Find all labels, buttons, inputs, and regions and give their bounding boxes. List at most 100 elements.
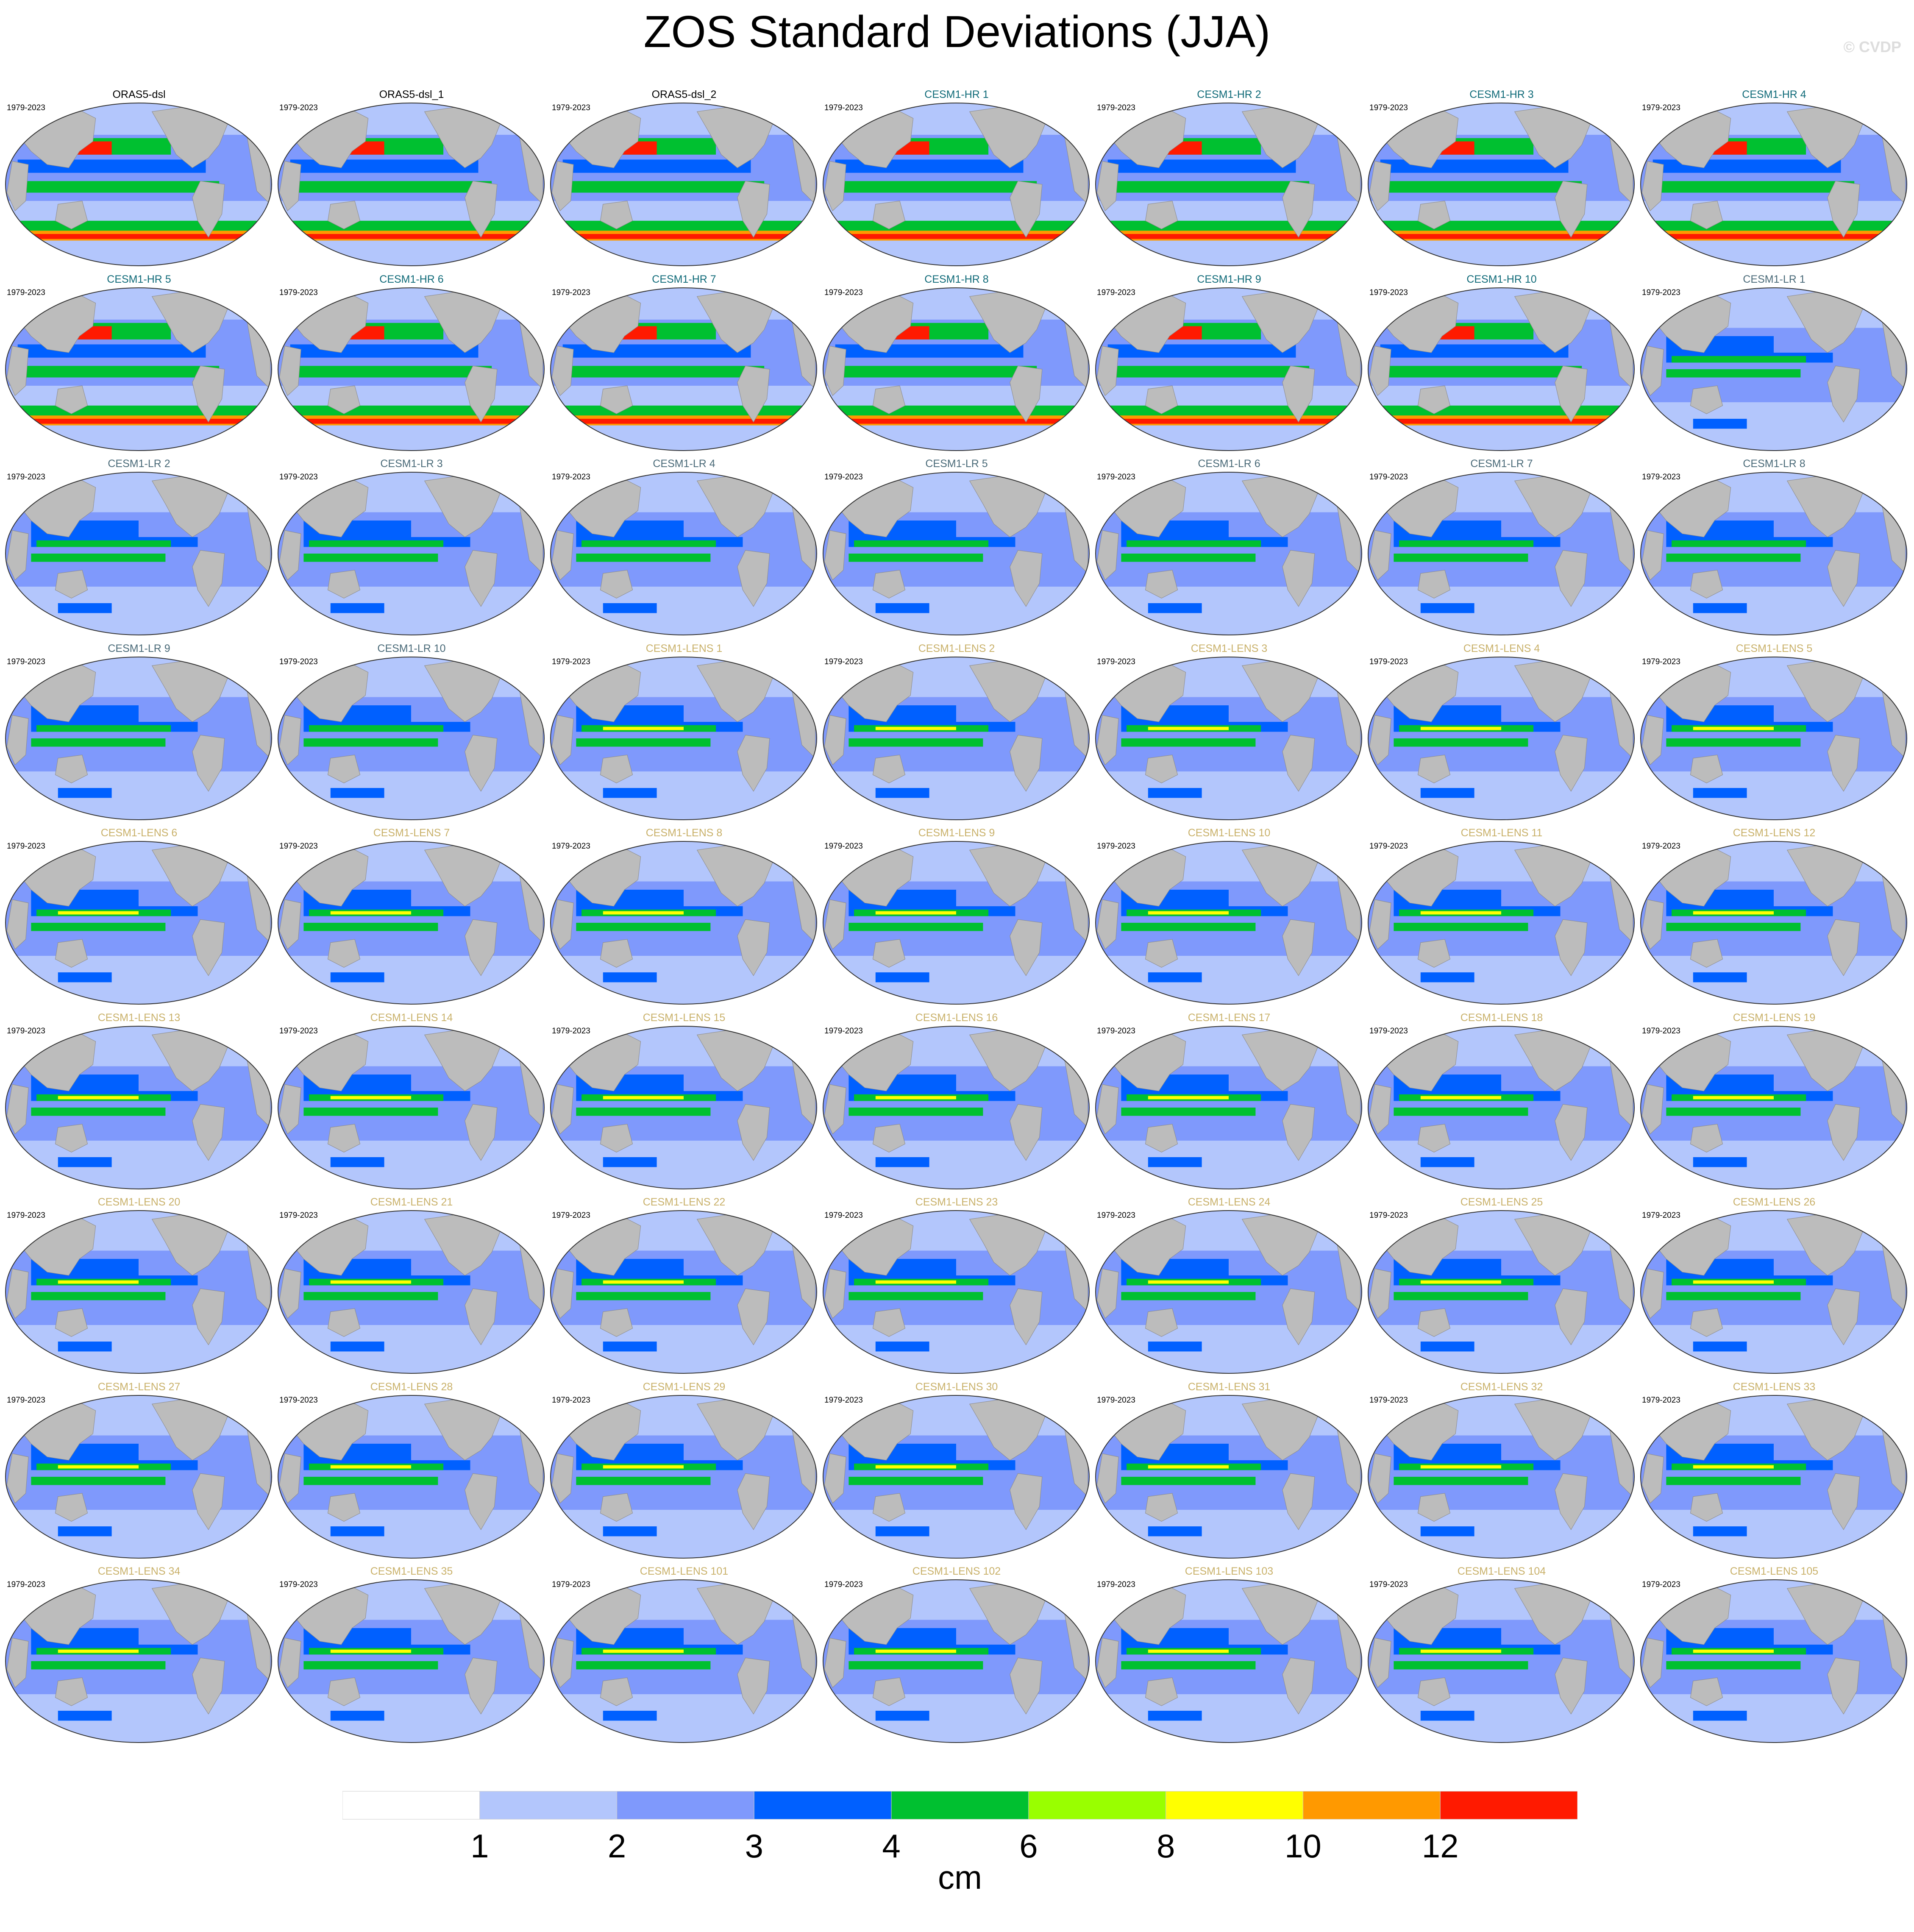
landmass xyxy=(55,939,88,968)
landmass xyxy=(600,1123,633,1153)
panel-period: 1979-2023 xyxy=(7,103,45,112)
map-panel: CESM1-LENS 16 1979-2023 xyxy=(821,1011,1092,1194)
panel-title: CESM1-LENS 25 xyxy=(1460,1196,1543,1208)
panel-title: CESM1-LENS 101 xyxy=(640,1565,729,1577)
landmass xyxy=(1369,1453,1391,1503)
landmass xyxy=(6,1637,29,1688)
ocean-field xyxy=(823,657,1089,820)
panel-title: CESM1-LENS 28 xyxy=(370,1381,453,1393)
ocean-field xyxy=(551,841,817,1004)
map-border xyxy=(823,841,1090,1005)
landmass xyxy=(192,919,225,976)
ocean-field xyxy=(278,1211,544,1373)
landmass xyxy=(551,899,574,950)
landmass xyxy=(1096,530,1119,581)
panel-title: CESM1-LENS 103 xyxy=(1185,1565,1274,1577)
map-panel: CESM1-LENS 24 1979-2023 xyxy=(1093,1196,1365,1378)
map-panel: CESM1-LENS 27 1979-2023 xyxy=(3,1381,275,1563)
landmass xyxy=(872,385,906,414)
landmass xyxy=(1010,1473,1043,1530)
map-border xyxy=(1368,656,1635,820)
world-map xyxy=(1095,1395,1362,1559)
landmass xyxy=(55,385,88,414)
map-border xyxy=(550,841,817,1005)
world-map xyxy=(1095,1025,1362,1189)
panel-title: CESM1-LENS 3 xyxy=(1191,642,1268,654)
panel-period: 1979-2023 xyxy=(1642,1026,1680,1036)
ocean-field xyxy=(278,103,544,266)
panel-period: 1979-2023 xyxy=(1642,657,1680,666)
landmass xyxy=(1555,919,1588,976)
page-title: ZOS Standard Deviations (JJA) xyxy=(643,7,1271,57)
ocean-field xyxy=(278,841,544,1004)
map-panel: CESM1-LENS 4 1979-2023 xyxy=(1366,642,1637,824)
map-border xyxy=(1095,103,1362,266)
landmass xyxy=(1369,161,1391,212)
landmass xyxy=(1641,899,1664,950)
landmass xyxy=(55,200,88,229)
colorbar-tick-label: 10 xyxy=(1285,1827,1321,1865)
panel-period: 1979-2023 xyxy=(824,1395,863,1405)
map-border xyxy=(1368,1025,1635,1189)
world-map xyxy=(823,287,1090,451)
landmass xyxy=(1010,919,1043,976)
colorbar-tick-label: 12 xyxy=(1422,1827,1459,1865)
landmass xyxy=(824,899,846,950)
landmass xyxy=(327,754,361,783)
panel-title: CESM1-LENS 17 xyxy=(1188,1011,1271,1024)
landmass xyxy=(824,530,846,581)
landmass xyxy=(737,919,770,976)
map-panel: CESM1-LENS 30 1979-2023 xyxy=(821,1381,1092,1563)
map-panel: CESM1-LENS 25 1979-2023 xyxy=(1366,1196,1637,1378)
panel-period: 1979-2023 xyxy=(279,1211,318,1220)
panel-title: CESM1-LENS 26 xyxy=(1733,1196,1816,1208)
map-border xyxy=(823,472,1090,635)
map-border xyxy=(278,1579,545,1743)
colorbar-swatch xyxy=(342,1791,480,1820)
landmass xyxy=(1010,1104,1043,1161)
landmass xyxy=(1282,550,1315,607)
panel-period: 1979-2023 xyxy=(824,103,863,112)
panel-period: 1979-2023 xyxy=(824,1580,863,1589)
landmass xyxy=(872,1123,906,1153)
map-panel: CESM1-HR 7 1979-2023 xyxy=(548,273,820,455)
ocean-field xyxy=(1096,472,1362,635)
panel-period: 1979-2023 xyxy=(1642,1395,1680,1405)
landmass xyxy=(1010,735,1043,792)
map-panel: CESM1-LENS 7 1979-2023 xyxy=(276,827,547,1009)
cvdp-watermark: © CVDP xyxy=(1843,38,1901,56)
landmass xyxy=(1827,919,1860,976)
landmass xyxy=(279,1268,301,1319)
landmass xyxy=(737,1288,770,1345)
landmass xyxy=(327,1123,361,1153)
panel-title: CESM1-LENS 32 xyxy=(1460,1381,1543,1393)
colorbar-tick-label: 6 xyxy=(1019,1827,1038,1865)
map-border xyxy=(823,1395,1090,1559)
landmass xyxy=(737,365,770,423)
map-border xyxy=(5,656,272,820)
map-panel: CESM1-LENS 33 1979-2023 xyxy=(1639,1381,1910,1563)
world-map xyxy=(1640,472,1907,635)
panel-title: CESM1-LR 2 xyxy=(108,458,170,470)
panel-period: 1979-2023 xyxy=(279,288,318,297)
map-border xyxy=(1368,1210,1635,1374)
map-panel: CESM1-LR 8 1979-2023 xyxy=(1639,457,1910,640)
landmass xyxy=(6,715,29,765)
ocean-field xyxy=(6,1395,272,1558)
landmass xyxy=(600,1492,633,1522)
map-panel-grid: ORAS5-dsl 1979-2023 ORAS5-dsl_1 1979-2023 OR… xyxy=(3,88,1911,1932)
landmass xyxy=(551,1637,574,1688)
landmass xyxy=(824,345,846,396)
landmass xyxy=(1369,530,1391,581)
landmass xyxy=(327,385,361,414)
map-border xyxy=(1095,1395,1362,1559)
map-panel: CESM1-HR 6 1979-2023 xyxy=(276,273,547,455)
landmass xyxy=(872,1677,906,1706)
world-map xyxy=(823,1395,1090,1559)
ocean-field xyxy=(823,1395,1089,1558)
map-panel: CESM1-LENS 20 1979-2023 xyxy=(3,1196,275,1378)
map-border xyxy=(5,841,272,1005)
landmass xyxy=(1010,1288,1043,1345)
landmass xyxy=(737,181,770,238)
ocean-field xyxy=(6,472,272,635)
